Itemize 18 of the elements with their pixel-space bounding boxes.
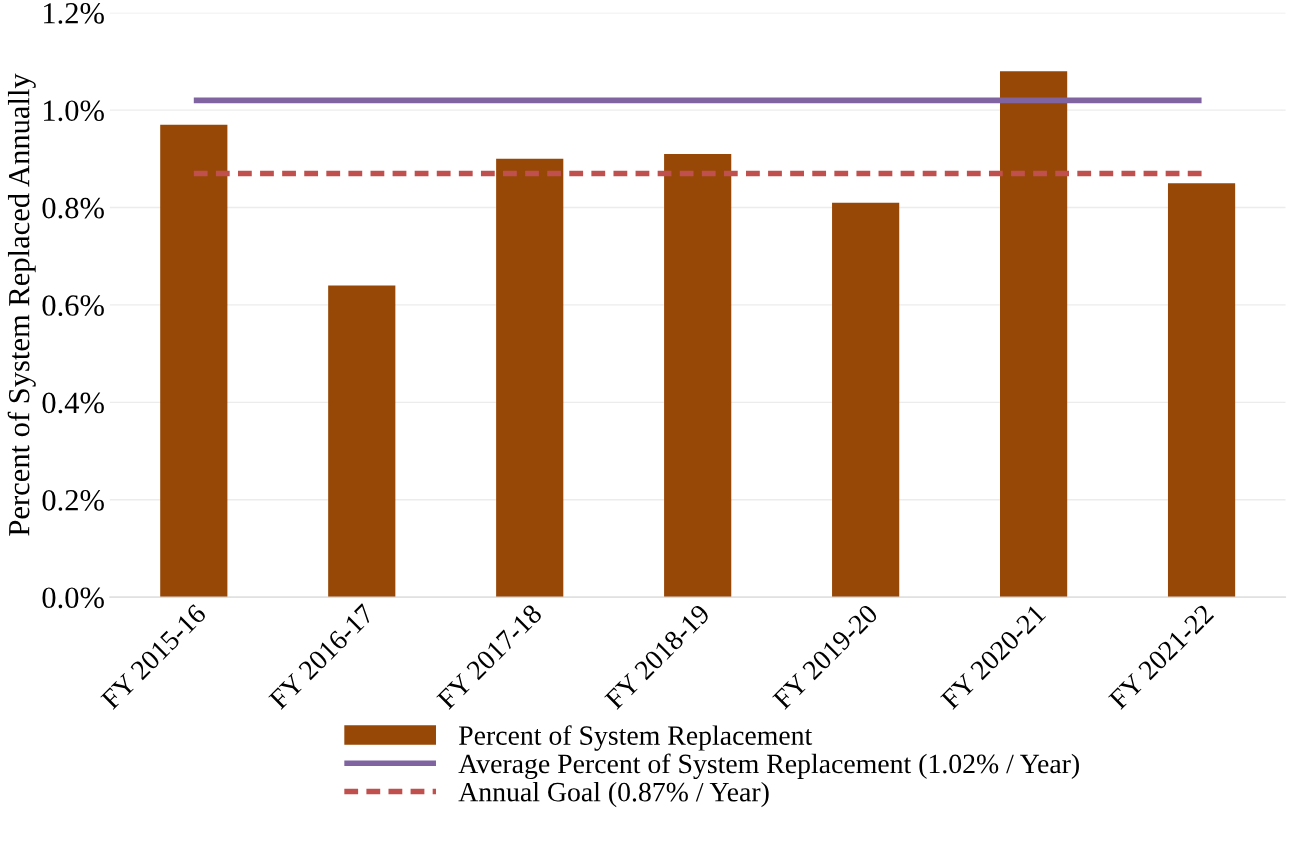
legend-label: Percent of System Replacement [459,725,813,751]
y-tick-label: 0.8% [42,197,104,219]
bar [832,202,900,598]
legend-label: Annual Goal (0.87% / Year) [458,781,769,808]
bar [1167,183,1236,598]
y-tick-label: 1.0% [44,100,104,122]
y-tick-label: 0.2% [42,490,104,511]
bar [328,285,396,598]
y-tick-label: 1.2% [44,2,104,24]
y-tick-label: 0.0% [42,587,104,609]
y-axis-title: Percent of System Replaced Annually [7,73,36,536]
legend-label: Average Percent of System Replacement (1.02% / Year) [458,753,1079,780]
bar [664,153,732,598]
y-tick-label: 0.6% [42,295,104,316]
bar [1000,71,1068,598]
bar [160,124,228,598]
bar [496,158,564,598]
y-tick-label: 0.4% [42,392,104,414]
